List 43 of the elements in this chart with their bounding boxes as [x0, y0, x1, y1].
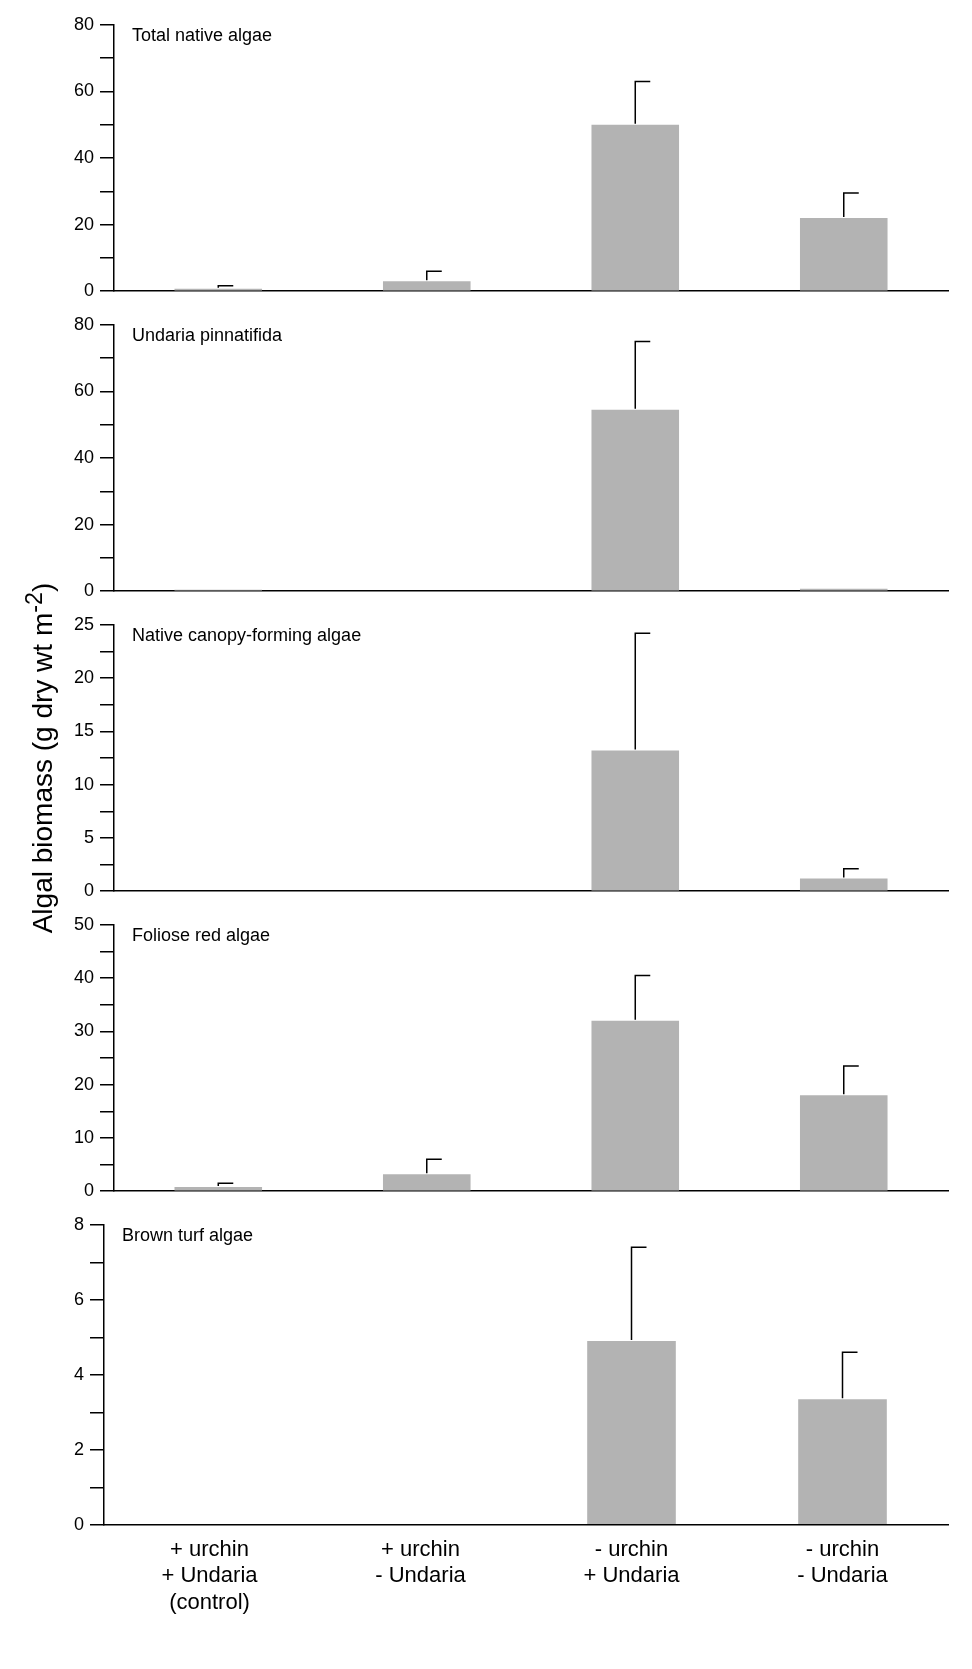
y-tick-label: 20 — [73, 1073, 95, 1094]
y-tick-label: 10 — [73, 1126, 95, 1147]
y-tick-label: 0 — [84, 880, 95, 901]
y-tick-label: 5 — [84, 826, 95, 847]
y-tick-label: 0 — [84, 280, 95, 301]
x-tick-label: + urchin + Undaria (control) — [161, 1536, 259, 1614]
y-tick-label: 80 — [73, 313, 95, 334]
y-tick-label: 80 — [73, 13, 95, 34]
x-tick-label: - urchin + Undaria — [583, 1536, 681, 1588]
x-tick-label: - urchin - Undaria — [797, 1536, 889, 1588]
bar — [591, 409, 680, 591]
y-tick-label: 50 — [73, 913, 95, 934]
chart-title: Total native algae — [132, 24, 273, 45]
y-tick-label: 4 — [74, 1363, 85, 1384]
y-tick-label: 20 — [73, 667, 95, 688]
y-tick-label: 40 — [73, 446, 95, 467]
y-tick-label: 30 — [73, 1020, 95, 1041]
chart-title: Native canopy-forming algae — [132, 624, 362, 645]
chart-title: Brown turf algae — [122, 1224, 254, 1245]
y-tick-label: 40 — [73, 967, 95, 988]
y-tick-label: 2 — [74, 1438, 85, 1459]
bar — [591, 124, 680, 291]
y-tick-label: 10 — [73, 773, 95, 794]
y-tick-label: 20 — [73, 213, 95, 234]
bar — [591, 1020, 680, 1191]
chart-title: Foliose red algae — [132, 924, 271, 945]
y-tick-label: 6 — [74, 1288, 85, 1309]
y-tick-label: 0 — [84, 1180, 95, 1201]
y-tick-label: 60 — [73, 380, 95, 401]
y-tick-label: 0 — [74, 1513, 85, 1534]
bar — [382, 281, 471, 291]
x-tick-label: + urchin - Undaria — [375, 1536, 467, 1588]
y-tick-label: 40 — [73, 146, 95, 167]
y-tick-label: 25 — [73, 613, 95, 634]
bar — [799, 1095, 888, 1191]
y-tick-label: 15 — [73, 720, 95, 741]
chart-title: Undaria pinnatifida — [132, 324, 284, 345]
bar — [799, 217, 888, 291]
y-tick-label: 60 — [73, 80, 95, 101]
y-tick-label: 20 — [73, 513, 95, 534]
bar — [382, 1174, 471, 1191]
y-tick-label: 8 — [74, 1213, 85, 1234]
y-tick-label: 0 — [84, 580, 95, 601]
